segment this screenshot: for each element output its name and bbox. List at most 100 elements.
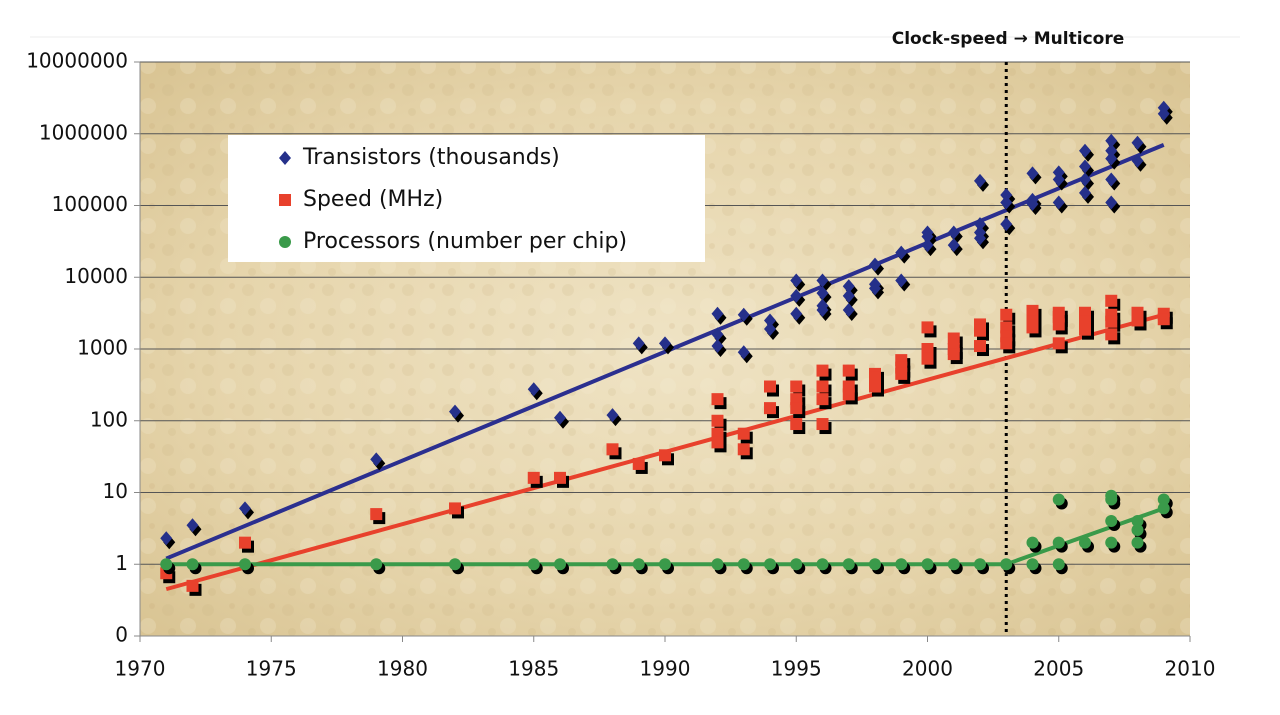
- marker: [1105, 172, 1118, 187]
- marker: [527, 558, 540, 571]
- marker: [737, 558, 750, 571]
- marker: [1052, 172, 1065, 187]
- marker: [869, 558, 881, 571]
- y-tick-label: 1: [115, 551, 128, 575]
- marker: [764, 558, 776, 571]
- marker: [527, 471, 540, 484]
- marker: [816, 393, 829, 406]
- marker: [370, 508, 383, 521]
- x-tick-label: 1975: [246, 657, 297, 681]
- marker: [921, 558, 934, 571]
- marker: [1105, 151, 1118, 166]
- marker: [895, 367, 908, 380]
- x-tick-label: 1990: [640, 657, 691, 681]
- marker: [606, 443, 619, 456]
- marker: [842, 388, 855, 401]
- marker: [1000, 558, 1013, 571]
- x-tick-label: 2005: [1033, 657, 1084, 681]
- marker: [1000, 337, 1013, 350]
- y-tick-label: 10: [103, 479, 128, 503]
- marker: [186, 579, 199, 592]
- marker: [947, 558, 960, 571]
- marker: [606, 558, 619, 571]
- marker: [160, 531, 173, 546]
- marker: [1131, 536, 1144, 549]
- marker: [1026, 321, 1039, 334]
- marker: [1079, 185, 1091, 200]
- marker: [974, 340, 986, 353]
- marker: [869, 257, 881, 272]
- marker: [1105, 294, 1118, 307]
- legend-label: Processors (number per chip): [303, 229, 627, 254]
- marker: [1105, 133, 1118, 148]
- marker: [160, 558, 173, 571]
- marker: [974, 217, 986, 232]
- marker: [1000, 308, 1013, 321]
- marker: [842, 302, 855, 317]
- x-tick-label: 1995: [771, 657, 822, 681]
- marker: [790, 418, 803, 431]
- y-tick-label: 1000000: [39, 120, 128, 144]
- marker: [1052, 493, 1065, 506]
- x-tick-label: 1970: [115, 657, 166, 681]
- marker: [737, 307, 750, 322]
- marker: [186, 518, 199, 533]
- marker: [554, 558, 566, 571]
- marker: [711, 393, 724, 406]
- marker: [1052, 165, 1065, 180]
- marker: [947, 332, 960, 345]
- marker: [1105, 315, 1118, 328]
- marker: [1052, 558, 1065, 571]
- marker: [186, 558, 199, 571]
- marker: [239, 501, 251, 516]
- marker: [1052, 337, 1065, 350]
- marker: [790, 288, 803, 303]
- x-tick-label: 1985: [508, 657, 559, 681]
- marker: [1000, 195, 1013, 210]
- marker: [895, 558, 908, 571]
- marker: [895, 273, 908, 288]
- y-tick-label: 1000: [77, 336, 128, 360]
- legend-label: Speed (MHz): [303, 187, 443, 212]
- marker: [370, 558, 383, 571]
- marker: [1079, 323, 1091, 336]
- marker: [921, 229, 934, 244]
- marker: [842, 558, 855, 571]
- x-tick-label: 2010: [1165, 657, 1216, 681]
- marker: [632, 457, 645, 470]
- marker: [1157, 106, 1170, 121]
- marker: [1105, 195, 1118, 210]
- marker: [842, 279, 855, 294]
- marker: [527, 382, 540, 397]
- marker: [279, 194, 291, 206]
- marker: [632, 558, 645, 571]
- marker: [816, 558, 829, 571]
- y-tick-label: 100: [90, 407, 128, 431]
- marker: [737, 443, 750, 456]
- marker: [1079, 172, 1091, 187]
- marker: [737, 345, 750, 360]
- marker: [1131, 515, 1144, 528]
- y-tick-label: 100000: [52, 192, 128, 216]
- marker: [1052, 536, 1065, 549]
- marker: [1105, 493, 1118, 506]
- legend-box: [228, 135, 705, 262]
- marker: [554, 471, 566, 484]
- marker: [1105, 536, 1118, 549]
- marker: [842, 364, 855, 377]
- y-tick-label: 0: [115, 623, 128, 647]
- marker: [764, 380, 776, 393]
- marker: [1157, 493, 1170, 506]
- marker: [816, 273, 829, 288]
- marker: [711, 306, 724, 321]
- marker: [764, 402, 776, 415]
- marker: [764, 321, 776, 336]
- x-tick-label: 2000: [902, 657, 953, 681]
- marker: [737, 427, 750, 440]
- marker: [1105, 328, 1118, 341]
- marker: [974, 173, 986, 188]
- marker: [1026, 536, 1039, 549]
- marker: [1079, 536, 1091, 549]
- trend-line: [165, 143, 1165, 561]
